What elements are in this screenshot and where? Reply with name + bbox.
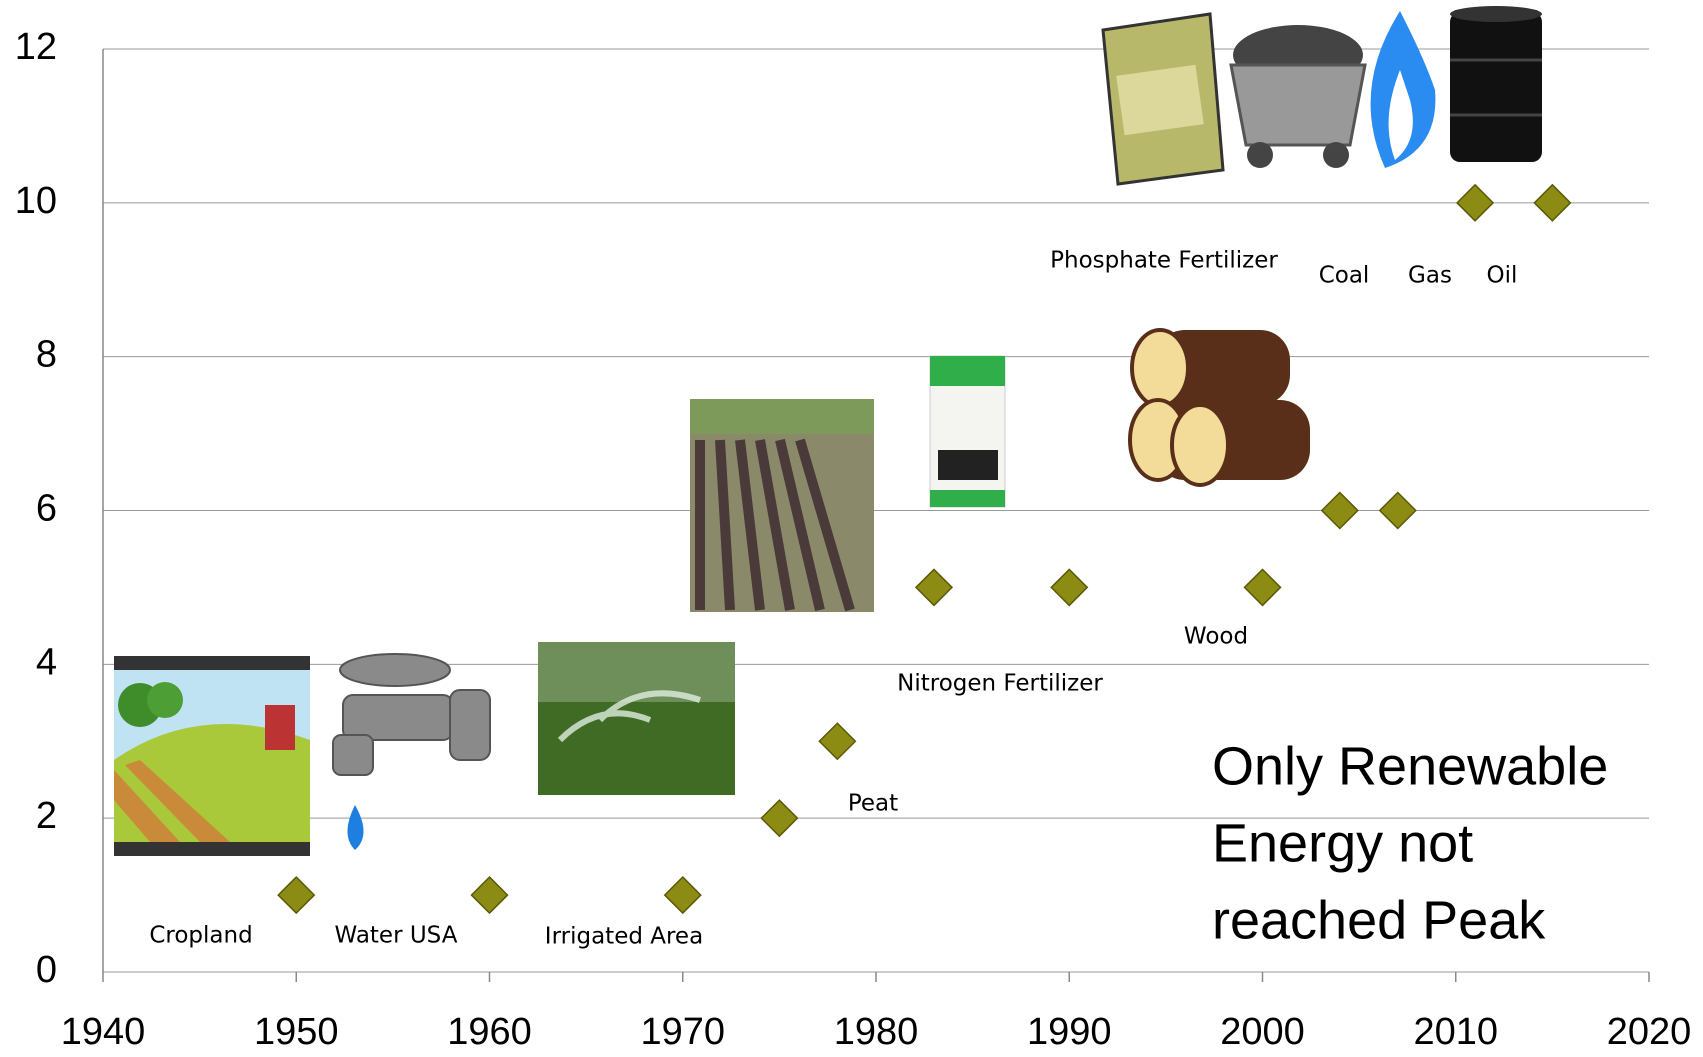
nitrogen-bag-icon: [930, 356, 1005, 507]
marker: [1245, 569, 1281, 605]
cropland-icon: [114, 656, 310, 856]
y-tick-label: 0: [36, 949, 57, 991]
gas-flame-icon: [1371, 11, 1436, 168]
annotation: Irrigated Area: [545, 924, 703, 950]
x-tick-label: 2020: [1607, 1011, 1692, 1053]
chart: 0 2 4 6 8 10 12 1940 1950 1960 1970 1980 1990 2000 201…: [0, 0, 1703, 1057]
annotation: Water USA: [335, 923, 458, 949]
note: Only Renewable: [1212, 736, 1608, 796]
x-tick-label: 1960: [447, 1011, 532, 1053]
annotation: Peat: [848, 791, 898, 817]
annotation: Nitrogen Fertilizer: [897, 671, 1103, 697]
annotation: Coal: [1319, 263, 1370, 289]
x-tick-label: 2000: [1220, 1011, 1305, 1053]
y-tick-label: 8: [36, 334, 57, 376]
faucet-icon: [333, 654, 490, 850]
marker: [1051, 569, 1087, 605]
annotation: Wood: [1184, 624, 1248, 650]
y-tick-label: 12: [15, 26, 57, 68]
note: reached Peak: [1212, 890, 1546, 950]
sprinkler-icon: [538, 642, 735, 795]
coal-cart-icon: [1231, 25, 1365, 168]
y-tick-label: 6: [36, 488, 57, 530]
oil-barrel-icon: [1450, 6, 1542, 162]
x-tick-label: 1990: [1027, 1011, 1112, 1053]
y-tick-label: 4: [36, 641, 57, 683]
annotation: Oil: [1487, 263, 1518, 289]
marker: [472, 877, 508, 913]
marker: [916, 569, 952, 605]
marker: [665, 877, 701, 913]
marker: [761, 800, 797, 836]
y-tick-label: 10: [15, 180, 57, 222]
marker: [819, 723, 855, 759]
x-tick-label: 2010: [1413, 1011, 1498, 1053]
annotation: Cropland: [149, 923, 252, 949]
logs-icon: [1130, 330, 1310, 485]
phosphate-bag-icon: [1103, 14, 1223, 184]
marker: [1534, 185, 1570, 221]
y-tick-label: 2: [36, 795, 57, 837]
x-tick-label: 1970: [640, 1011, 725, 1053]
peat-icon: [690, 399, 874, 612]
icons: [114, 6, 1542, 856]
annotation: Gas: [1408, 263, 1452, 289]
x-tick-label: 1950: [254, 1011, 339, 1053]
marker: [1322, 493, 1358, 529]
marker: [1457, 185, 1493, 221]
marker: [278, 877, 314, 913]
x-tick-label: 1980: [834, 1011, 919, 1053]
x-tick-label: 1940: [61, 1011, 146, 1053]
annotation: Phosphate Fertilizer: [1050, 248, 1278, 274]
note: Energy not: [1212, 813, 1473, 873]
marker: [1380, 493, 1416, 529]
